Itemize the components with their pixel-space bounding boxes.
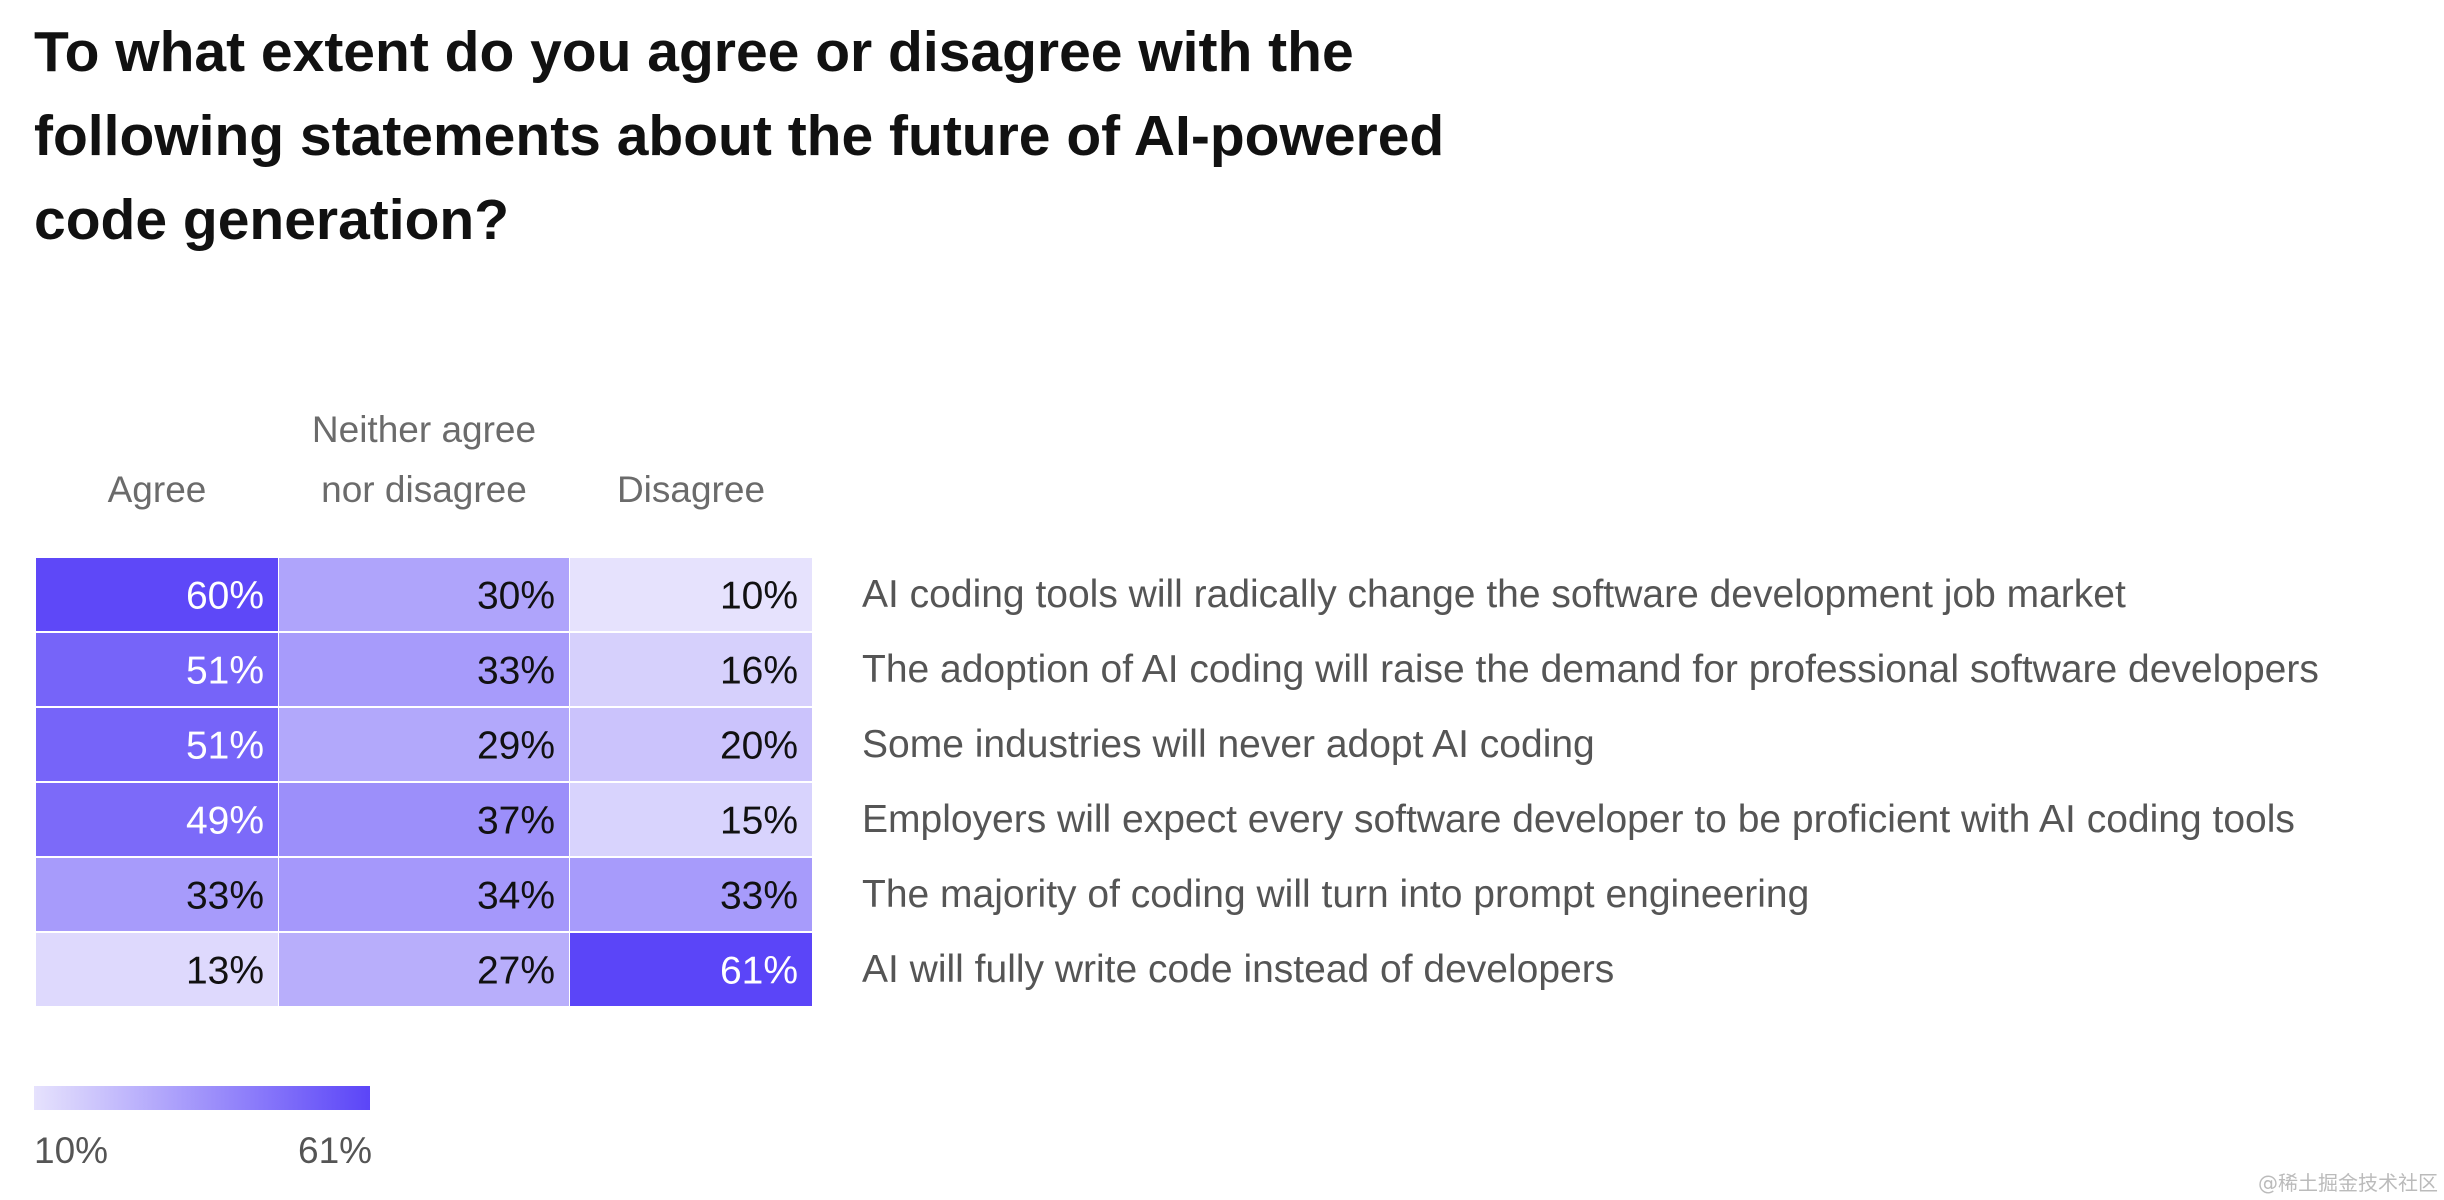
heatmap-cell: [279, 783, 569, 856]
heatmap-cell: [279, 708, 569, 781]
heatmap-cell-label: 15%: [720, 800, 798, 843]
heatmap-cell-label: 37%: [477, 800, 555, 843]
heatmap-cell: [36, 858, 278, 931]
heatmap-cell: [279, 933, 569, 1006]
row-label: AI coding tools will radically change th…: [862, 573, 2126, 616]
row-label: AI will fully write code instead of deve…: [862, 948, 1615, 991]
row-label: The majority of coding will turn into pr…: [862, 873, 1810, 916]
heatmap-cell: [570, 933, 812, 1006]
heatmap-cell: [279, 633, 569, 706]
heatmap-cell: [36, 633, 278, 706]
heatmap-cell-label: 13%: [186, 950, 264, 993]
heatmap-cell: [570, 858, 812, 931]
heatmap-cell-label: 61%: [720, 950, 798, 993]
color-scale-max-label: 61%: [298, 1130, 373, 1171]
heatmap-cell: [36, 708, 278, 781]
heatmap-cell-label: 49%: [186, 800, 264, 843]
row-label: The adoption of AI coding will raise the…: [862, 648, 2319, 691]
row-label: Employers will expect every software dev…: [862, 798, 2295, 841]
heatmap-cell-label: 34%: [477, 875, 555, 918]
heatmap-cell-label: 16%: [720, 650, 798, 693]
heatmap-cell-label: 30%: [477, 575, 555, 618]
heatmap-cell: [36, 558, 278, 631]
heatmap-cell-label: 51%: [186, 650, 264, 693]
color-scale-min-label: 10%: [34, 1130, 109, 1171]
heatmap-cell-label: 20%: [720, 725, 798, 768]
heatmap-cell-label: 29%: [477, 725, 555, 768]
column-header: Agree: [36, 460, 278, 520]
heatmap-cell-label: 10%: [720, 575, 798, 618]
heatmap-cell: [279, 558, 569, 631]
heatmap-cell-label: 51%: [186, 725, 264, 768]
watermark: @稀土掘金技术社区: [2258, 1171, 2438, 1195]
heatmap-cell: [36, 933, 278, 1006]
heatmap-cell: [36, 783, 278, 856]
heatmap-cell: [279, 858, 569, 931]
heatmap-grid: 60% 30% 10% 51% 33% 16% 51% 29% 20% 49% 37% 15% 33% 3…: [36, 558, 812, 1006]
heatmap-cell-label: 60%: [186, 575, 264, 618]
heatmap-cell: [570, 633, 812, 706]
heatmap-cell: [570, 783, 812, 856]
column-header-line: Neither agree: [311, 409, 537, 450]
column-header: Neither agree nor disagree: [279, 400, 569, 520]
heatmap-cell-label: 33%: [477, 650, 555, 693]
chart-title: To what extent do you agree or disagree …: [34, 20, 1445, 252]
heatmap-cell-label: 27%: [477, 950, 555, 993]
column-header-line: nor disagree: [321, 469, 527, 510]
heatmap-cell: [570, 708, 812, 781]
column-header-line: Agree: [107, 469, 207, 510]
heatmap-cell-label: 33%: [186, 875, 264, 918]
column-header-line: Disagree: [616, 469, 766, 510]
column-header: Disagree: [570, 460, 812, 520]
heatmap-cell: [570, 558, 812, 631]
color-scale-bar: [34, 1086, 370, 1110]
row-label: Some industries will never adopt AI codi…: [862, 723, 1595, 766]
heatmap-cell-label: 33%: [720, 875, 798, 918]
